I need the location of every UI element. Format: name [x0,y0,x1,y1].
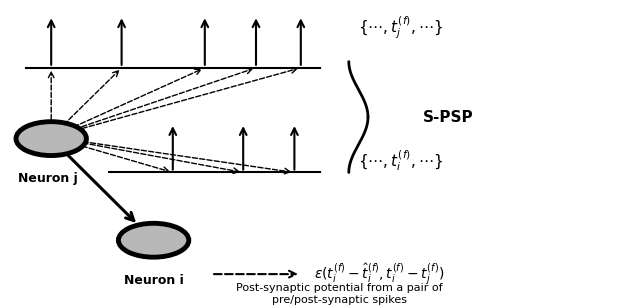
Text: $\{\cdots, t_i^{(f)}, \cdots\}$: $\{\cdots, t_i^{(f)}, \cdots\}$ [358,148,444,172]
Text: Neuron j: Neuron j [18,172,78,185]
Text: S-PSP: S-PSP [422,110,473,124]
Text: $\{\cdots, t_j^{(f)}, \cdots\}$: $\{\cdots, t_j^{(f)}, \cdots\}$ [358,14,444,41]
Text: $\epsilon(t_i^{(f)} - \hat{t}_i^{(f)}, t_i^{(f)} - t_j^{(f)})$: $\epsilon(t_i^{(f)} - \hat{t}_i^{(f)}, t… [314,261,444,287]
Circle shape [16,122,86,156]
Text: Post-synaptic potential from a pair of
pre/post-synaptic spikes: Post-synaptic potential from a pair of p… [236,283,442,305]
Text: Neuron i: Neuron i [124,274,184,287]
Circle shape [118,223,189,257]
